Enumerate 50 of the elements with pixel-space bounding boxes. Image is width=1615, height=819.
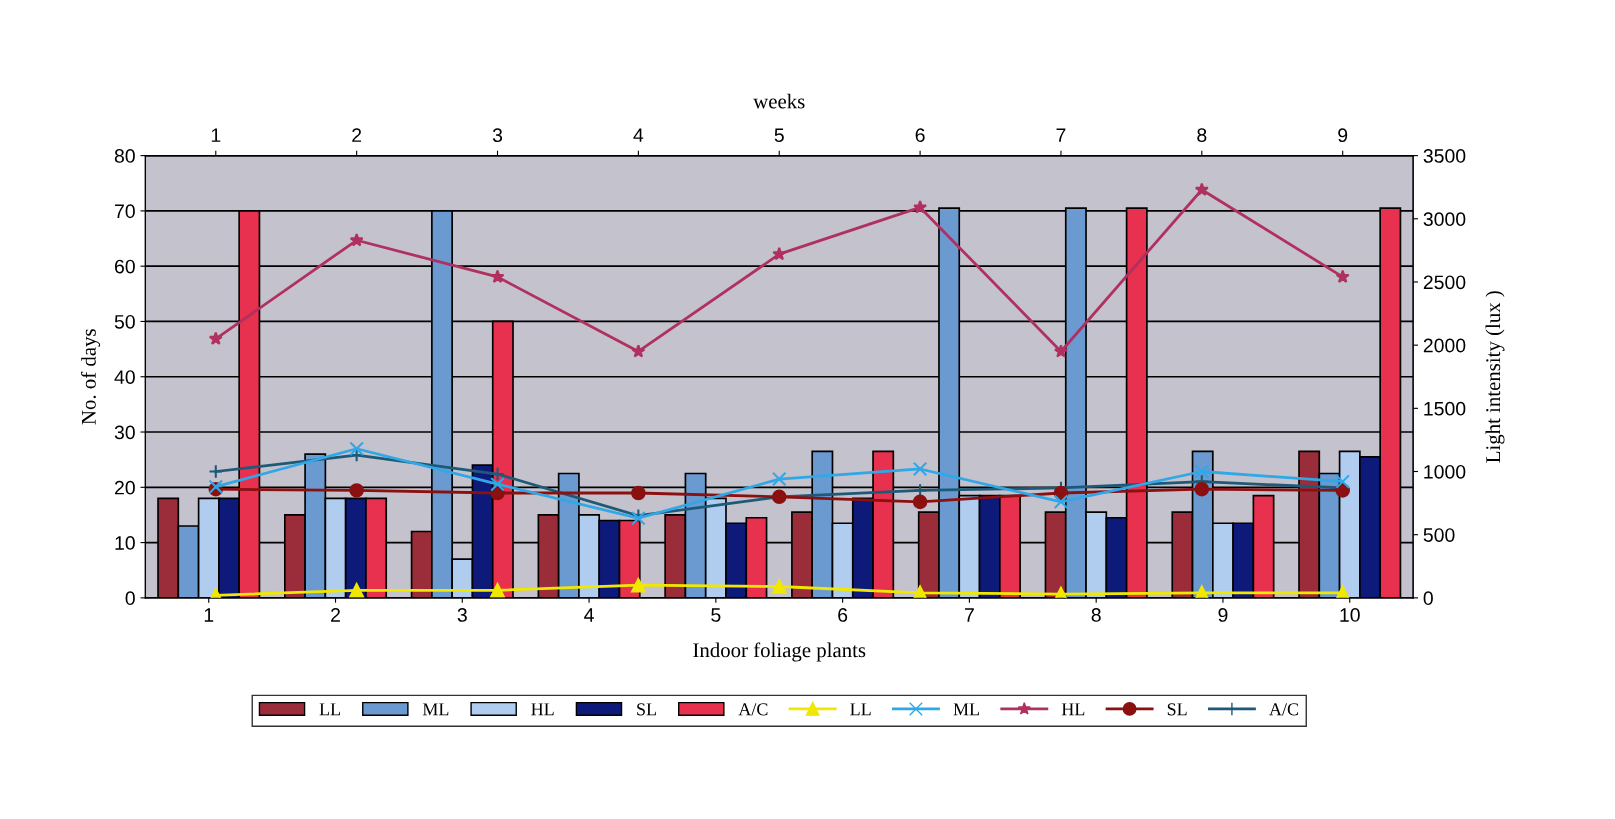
legend-label: ML bbox=[953, 703, 979, 716]
legend-label: LL bbox=[319, 703, 340, 716]
y-axis-title: No. of days bbox=[80, 329, 101, 425]
legend-label: HL bbox=[531, 703, 554, 716]
y-tick-label: 20 bbox=[114, 480, 135, 495]
y-tick-label: 80 bbox=[114, 149, 135, 163]
x-tick-label: 7 bbox=[964, 608, 974, 622]
y-tick-label: 2500 bbox=[1423, 275, 1466, 290]
legend-label: HL bbox=[1061, 703, 1085, 716]
x-tick-label: 9 bbox=[1218, 608, 1228, 622]
y-tick-label: 0 bbox=[1423, 591, 1433, 606]
y-tick-label: 70 bbox=[115, 204, 135, 219]
y-tick-label: 0 bbox=[125, 591, 135, 606]
x-tick-label: 4 bbox=[633, 128, 644, 142]
x-tick-label: 5 bbox=[774, 128, 784, 143]
legend-label: A/C bbox=[1269, 703, 1299, 716]
y-tick-label: 10 bbox=[115, 536, 135, 550]
y-tick-label: 60 bbox=[114, 259, 135, 274]
y-tick-label: 3500 bbox=[1423, 149, 1466, 163]
legend-label: LL bbox=[850, 703, 871, 716]
x-tick-label: 6 bbox=[915, 128, 925, 143]
x-tick-label: 1 bbox=[211, 128, 221, 142]
y-tick-label: 500 bbox=[1423, 528, 1455, 542]
y-tick-label: 50 bbox=[114, 314, 135, 329]
x-tick-label: 4 bbox=[584, 608, 594, 622]
y-tick-label: 1500 bbox=[1424, 401, 1466, 416]
legend-label: SL bbox=[1167, 703, 1187, 716]
x-tick-label: 8 bbox=[1197, 128, 1207, 143]
y-tick-label: 30 bbox=[114, 425, 135, 440]
x-axis-title: weeks bbox=[753, 93, 805, 109]
y-tick-label: 2000 bbox=[1423, 338, 1466, 353]
y-tick-label: 40 bbox=[114, 370, 135, 384]
x-tick-label: 10 bbox=[1340, 608, 1360, 622]
y-axis-title: Light intensity (lux ) bbox=[1485, 291, 1505, 463]
x-tick-label: 3 bbox=[457, 608, 467, 622]
y-tick-label: 1000 bbox=[1424, 464, 1466, 479]
x-tick-label: 7 bbox=[1056, 128, 1066, 142]
x-tick-label: 2 bbox=[331, 608, 340, 622]
legend-label: ML bbox=[422, 703, 449, 716]
y-tick-label: 3000 bbox=[1423, 212, 1466, 227]
x-tick-label: 5 bbox=[711, 608, 721, 622]
x-tick-label: 8 bbox=[1091, 608, 1101, 622]
x-tick-label: 6 bbox=[838, 608, 848, 622]
x-tick-label: 9 bbox=[1338, 128, 1348, 143]
legend-label: A/C bbox=[738, 703, 768, 716]
legend-label: SL bbox=[637, 703, 656, 716]
x-tick-label: 2 bbox=[352, 128, 362, 142]
x-axis-title: Indoor foliage plants bbox=[693, 642, 866, 662]
x-tick-label: 1 bbox=[204, 608, 214, 622]
x-tick-label: 3 bbox=[492, 128, 503, 143]
